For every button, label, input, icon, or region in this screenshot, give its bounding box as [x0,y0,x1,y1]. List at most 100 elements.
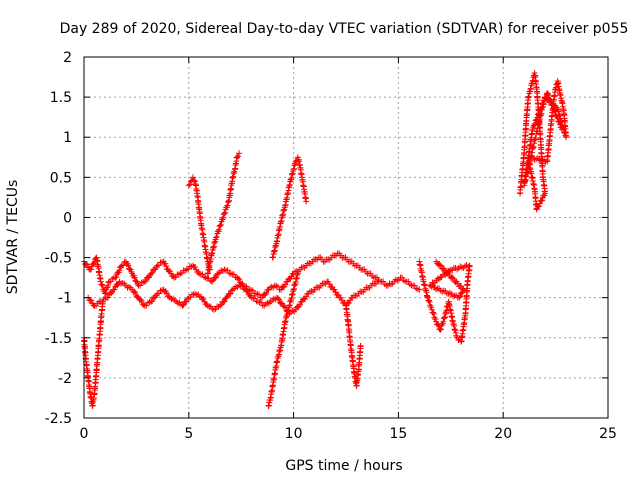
series-points [516,70,570,213]
data-point [88,266,95,273]
data-point [180,301,187,308]
data-point [185,182,192,189]
data-point [438,265,445,272]
data-point [99,298,106,305]
data-point [234,154,241,161]
data-point [552,108,559,115]
data-point [163,263,170,270]
y-tick-label: 1.5 [50,90,72,106]
data-point [544,90,551,97]
data-point [248,287,255,294]
data-point [405,278,412,285]
data-point [163,290,170,297]
data-point [531,120,538,127]
data-point [460,286,467,293]
y-tick-label: 2 [63,50,72,66]
data-point [104,282,111,289]
data-point [533,116,540,123]
data-point [529,145,536,152]
data-point [558,126,565,133]
data-point [274,295,281,302]
data-point [413,285,420,292]
data-point [127,266,134,273]
data-point [428,304,435,311]
data-point [126,283,133,290]
data-point [425,297,432,304]
data-point [87,297,94,304]
data-point [282,281,289,288]
y-tick-label: -1 [58,291,72,307]
data-point [221,210,228,217]
x-tick-label: 5 [184,426,193,442]
data-point [296,301,303,308]
data-point [547,98,554,105]
y-tick-label: -2 [58,371,72,387]
data-point [113,274,120,281]
data-point [303,198,310,205]
data-point [192,264,199,271]
data-point [456,294,463,301]
data-point [357,342,364,349]
data-point [536,110,543,117]
data-point [137,296,144,303]
data-point [217,302,224,309]
data-point [125,262,132,269]
data-point [555,118,562,125]
data-point [534,125,541,132]
series-points [416,258,473,345]
data-point [213,274,220,281]
data-point [108,290,115,297]
data-point [428,306,435,313]
data-point [236,276,243,283]
data-point [346,299,353,306]
data-point [131,274,138,281]
data-point [437,274,444,281]
data-point [538,104,545,111]
x-tick-label: 10 [285,426,303,442]
data-point [230,271,237,278]
data-point [326,280,333,287]
x-tick-label: 0 [80,426,89,442]
x-tick-label: 25 [599,426,617,442]
data-point [380,278,387,285]
data-point [424,294,431,301]
data-point [388,281,395,288]
data-point [141,278,148,285]
data-point [177,270,184,277]
data-point [443,270,450,277]
axis-ticks: 0 5 10 15 20 25 -2.5 -2 -1.5 -1 -0.5 0 0.5 1 1.5 2 [45,50,617,442]
data-point [539,101,546,108]
data-point [148,298,155,305]
data-point [274,283,281,290]
data-point [432,316,439,323]
data-point [440,315,447,322]
data-point [224,267,231,274]
y-tick-label: 0 [63,210,72,226]
data-point [138,297,145,304]
data-point [143,302,150,309]
data-point [426,298,433,305]
data-point [411,282,418,289]
data-point [551,107,558,114]
x-tick-label: 15 [389,426,407,442]
data-point [535,121,542,128]
data-point [179,302,186,309]
data-point [111,286,118,293]
data-point [258,299,265,306]
data-points [81,70,570,409]
data-point [254,298,261,305]
data-point [213,234,220,241]
data-point [436,276,443,283]
data-point [227,290,234,297]
data-point [434,321,441,328]
data-point [406,281,413,288]
data-point [538,105,545,112]
data-point [140,301,147,308]
data-point [98,281,105,288]
data-point [221,298,228,305]
plot-area-frame [83,56,609,419]
data-point [213,233,220,240]
data-point [243,287,250,294]
